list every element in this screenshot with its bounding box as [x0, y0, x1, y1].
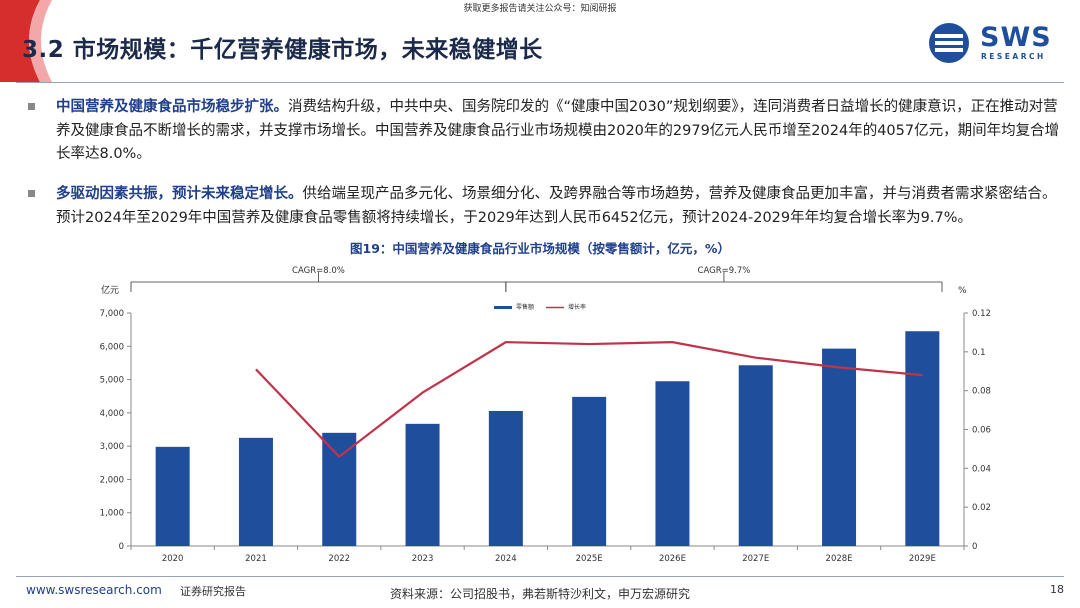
bar [655, 381, 690, 546]
bullet-square-icon [28, 103, 35, 110]
top-note: 获取更多报告请关注公众号：知阅研报 [463, 4, 617, 14]
bar [405, 423, 440, 546]
sws-logo-icon [929, 23, 969, 63]
y-tick-left-label: 1,000 [100, 509, 124, 519]
x-tick-label: 2026E [659, 554, 686, 564]
bar [155, 446, 190, 546]
x-tick-label: 2022 [328, 554, 350, 564]
y-tick-left-label: 4,000 [100, 409, 124, 419]
x-tick-label: 2024 [495, 554, 517, 564]
bullet-2-text: 供给端呈现产品多元化、场景细分化、及跨界融合等市场趋势，营养及健康食品更加丰富，… [56, 186, 1057, 226]
y-tick-right-label: 0.02 [972, 503, 991, 513]
y-tick-right-label: 0 [972, 542, 977, 552]
x-tick-label: 2020 [162, 554, 184, 564]
legend-label-line: 增长率 [568, 303, 586, 311]
bar [572, 396, 607, 546]
bar [238, 437, 273, 546]
x-tick-label: 2023 [412, 554, 434, 564]
bullet-1-text: 消费结构升级，中共中央、国务院印发的《“健康中国2030”规划纲要》，连同消费者… [56, 99, 1060, 162]
x-tick-label: 2027E [742, 554, 769, 564]
logo-subtext: RESEARCH [981, 52, 1046, 61]
cagr-label: CAGR=9.7% [698, 266, 751, 276]
y-tick-right-label: 0.12 [972, 309, 991, 319]
y-tick-left-label: 5,000 [100, 376, 124, 386]
y-axis-right-unit: % [958, 286, 967, 296]
y-axis-left-unit: 亿元 [101, 284, 119, 296]
footer-report-type: 证券研究报告 [180, 585, 246, 598]
footer-divider [16, 576, 1064, 577]
logo-text: SWS [980, 22, 1052, 53]
footer-source: 资料来源：公司招股书，弗若斯特沙利文，申万宏源研究 [389, 587, 690, 601]
x-tick-label: 2021 [245, 554, 267, 564]
bar [322, 432, 357, 546]
bar [738, 365, 773, 546]
bar [822, 348, 857, 546]
y-tick-right-label: 0.06 [972, 426, 991, 436]
page-number: 18 [1050, 583, 1064, 596]
x-tick-label: 2028E [826, 554, 853, 564]
y-tick-left-label: 0 [119, 542, 124, 552]
bullet-2-heading: 多驱动因素共振，预计未来稳定增长。 [56, 186, 303, 202]
y-tick-right-label: 0.08 [972, 387, 991, 397]
y-tick-left-label: 2,000 [100, 475, 124, 485]
figure-title: 图19：中国营养及健康食品行业市场规模（按零售额计，亿元，%） [350, 241, 730, 256]
growth-rate-line [255, 341, 923, 458]
legend-swatch-bar [494, 306, 512, 309]
y-tick-left-label: 6,000 [100, 342, 124, 352]
y-tick-right-label: 0.1 [972, 348, 986, 358]
cagr-label: CAGR=8.0% [292, 266, 345, 276]
bar [905, 331, 940, 546]
red-corner-decoration [0, 0, 52, 82]
bar [488, 410, 523, 546]
y-tick-right-label: 0.04 [972, 464, 991, 474]
footer-url[interactable]: www.swsresearch.com [26, 583, 162, 597]
legend-label-bar: 零售额 [516, 303, 534, 311]
bullet-square-icon [28, 190, 35, 197]
x-tick-label: 2029E [909, 554, 936, 564]
header-divider [16, 82, 1064, 83]
slide-title: 3.2 市场规模：千亿营养健康市场，未来稳健增长 [22, 37, 543, 63]
x-tick-label: 2025E [576, 554, 603, 564]
y-tick-left-label: 7,000 [100, 309, 124, 319]
y-tick-left-label: 3,000 [100, 442, 124, 452]
bullet-1-heading: 中国营养及健康食品市场稳步扩张。 [56, 99, 288, 115]
